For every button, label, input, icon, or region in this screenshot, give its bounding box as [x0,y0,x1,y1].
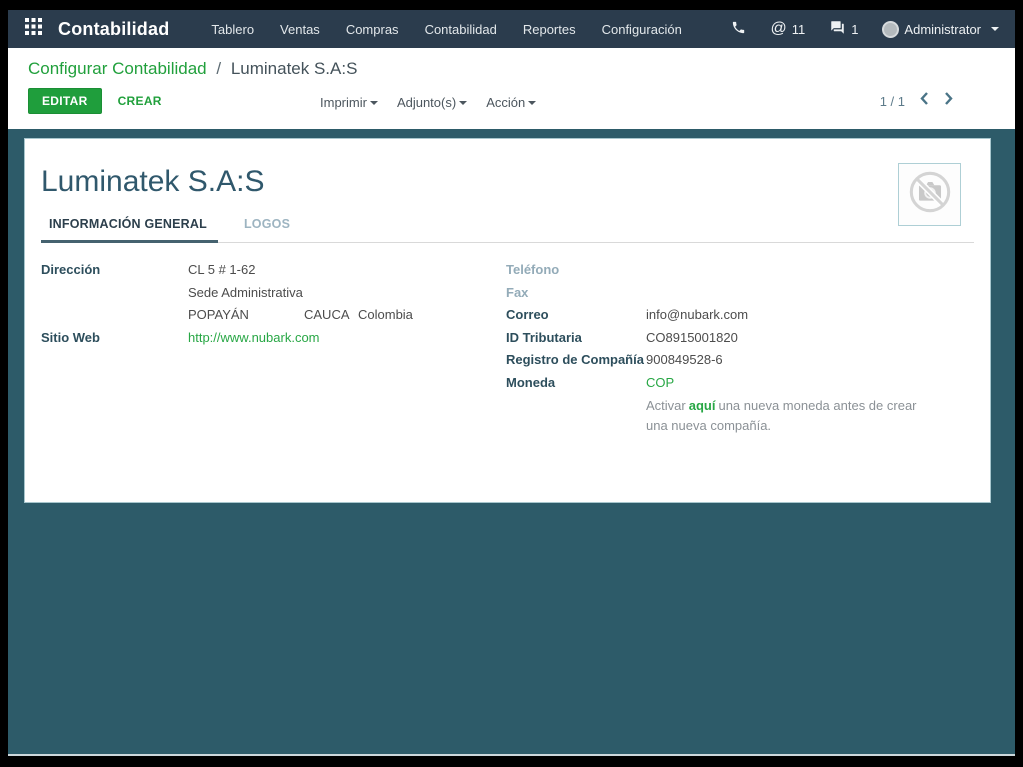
user-avatar [882,20,900,38]
app-window: Contabilidad Tablero Ventas Compras Cont… [8,10,1015,756]
user-name: Administrator [904,21,981,37]
record-toolbar: Imprimir Adjunto(s) Acción [320,95,537,110]
phone-value [646,259,974,282]
menu-item-contabilidad[interactable]: Contabilidad [424,21,497,37]
address-country: Colombia [358,307,413,322]
currency-label: Moneda [506,374,556,390]
menu-item-tablero[interactable]: Tablero [211,21,255,37]
caret-down-icon [991,27,999,35]
registry-value: 900849528-6 [646,352,723,367]
mentions-at-icon: @ [770,20,787,37]
user-menu[interactable]: Administrator [882,20,999,38]
chevron-left-icon [920,92,929,110]
field-tax-id: ID Tributaria CO8915001820 [506,327,974,350]
registry-label: Registro de Compañía [506,352,644,367]
messages-button[interactable]: 1 [829,20,858,38]
address-city: POPAYÁN [188,307,249,322]
field-currency: Moneda COP [506,372,974,395]
phone-label: Teléfono [506,262,560,277]
apps-grid-icon [25,18,42,40]
top-navbar: Contabilidad Tablero Ventas Compras Cont… [8,10,1015,48]
pager-value[interactable]: 1 / 1 [879,93,905,109]
breadcrumb-separator: / [216,59,222,78]
pager-next-button[interactable] [944,92,953,110]
systray: @ 11 1 Administrator [731,20,999,38]
menu-item-compras[interactable]: Compras [345,21,399,37]
currency-note-suffix: una nueva moneda antes de crear una nuev… [646,398,917,433]
menu-item-ventas[interactable]: Ventas [280,21,320,37]
caret-down-icon [369,101,378,109]
menu-item-reportes[interactable]: Reportes [522,21,576,37]
record-title: Luminatek S.A:S [41,165,265,198]
website-link[interactable]: http://www.nubark.com [188,329,320,345]
field-phone: Teléfono [506,259,974,282]
fax-label: Fax [506,284,529,300]
field-website: Sitio Web http://www.nubark.com [41,327,506,350]
form-left-column: Dirección CL 5 # 1-62 Sede Administrativ… [41,259,506,436]
pager: 1 / 1 [880,92,995,110]
print-dropdown[interactable]: Imprimir [320,95,378,110]
form-right-column: Teléfono Fax Correo info@nubark.com [506,259,974,436]
field-address-line2: Sede Administrativa [41,282,506,305]
phone-icon [731,20,746,38]
address-label: Dirección [41,262,101,277]
currency-note-row: Activar aquí una nueva moneda antes de cre… [506,394,974,436]
menu-item-configuracion[interactable]: Configuración [601,21,682,37]
phone-button[interactable] [731,20,746,38]
mentions-button[interactable]: @ 11 [770,20,805,38]
tab-informacion-general[interactable]: INFORMACIÓN GENERAL [41,217,218,243]
currency-link[interactable]: COP [646,374,675,390]
currency-note-prefix: Activar [646,398,686,413]
notebook-tabs: INFORMACIÓN GENERAL LOGOS [41,217,974,243]
app-brand-title[interactable]: Contabilidad [58,18,170,39]
camera-off-icon [907,169,953,220]
fax-value [646,282,974,305]
currency-activate-link[interactable]: aquí [688,398,716,413]
caret-down-icon [459,101,468,109]
website-label: Sitio Web [41,329,100,345]
currency-note: Activar aquí una nueva moneda antes de cre… [646,396,941,436]
chevron-right-icon [944,92,953,110]
company-logo-placeholder [898,163,961,226]
record-form: Dirección CL 5 # 1-62 Sede Administrativ… [41,243,974,436]
field-address-city-row: POPAYÁN CAUCA Colombia [41,304,506,327]
attachments-dropdown[interactable]: Adjunto(s) [397,95,468,110]
address-state: CAUCA [304,307,350,322]
breadcrumb-current: Luminatek S.A:S [230,59,358,78]
field-fax: Fax [506,282,974,305]
email-label: Correo [506,307,549,322]
chat-bubbles-icon [829,20,846,38]
messages-count: 1 [851,21,859,37]
control-panel-row: EDITAR CREAR Imprimir Adjunto(s) Acción … [28,88,995,114]
field-address: Dirección CL 5 # 1-62 [41,259,506,282]
control-panel: Configurar Contabilidad / Luminatek S.A:… [8,48,1015,129]
content-area: Luminatek S.A:S INFORMA [8,129,1015,754]
address-line2: Sede Administrativa [188,284,303,300]
create-button[interactable]: CREAR [108,89,172,113]
tax-id-value: CO8915001820 [646,329,738,345]
pager-previous-button[interactable] [920,92,929,110]
mentions-count: 11 [791,21,806,37]
email-value: info@nubark.com [646,307,749,322]
record-card: Luminatek S.A:S INFORMA [24,138,991,503]
address-line1: CL 5 # 1-62 [188,262,256,277]
apps-menu-button[interactable] [25,18,42,40]
tab-logos[interactable]: LOGOS [243,217,291,231]
tax-id-label: ID Tributaria [506,329,582,345]
field-email: Correo info@nubark.com [506,304,974,327]
breadcrumb-parent-link[interactable]: Configurar Contabilidad [28,59,207,78]
caret-down-icon [528,101,537,109]
breadcrumb: Configurar Contabilidad / Luminatek S.A:… [28,59,995,79]
edit-button[interactable]: EDITAR [28,88,102,114]
action-dropdown[interactable]: Acción [486,95,537,110]
field-company-registry: Registro de Compañía 900849528-6 [506,349,974,372]
main-menu: Tablero Ventas Compras Contabilidad Repo… [211,22,681,37]
